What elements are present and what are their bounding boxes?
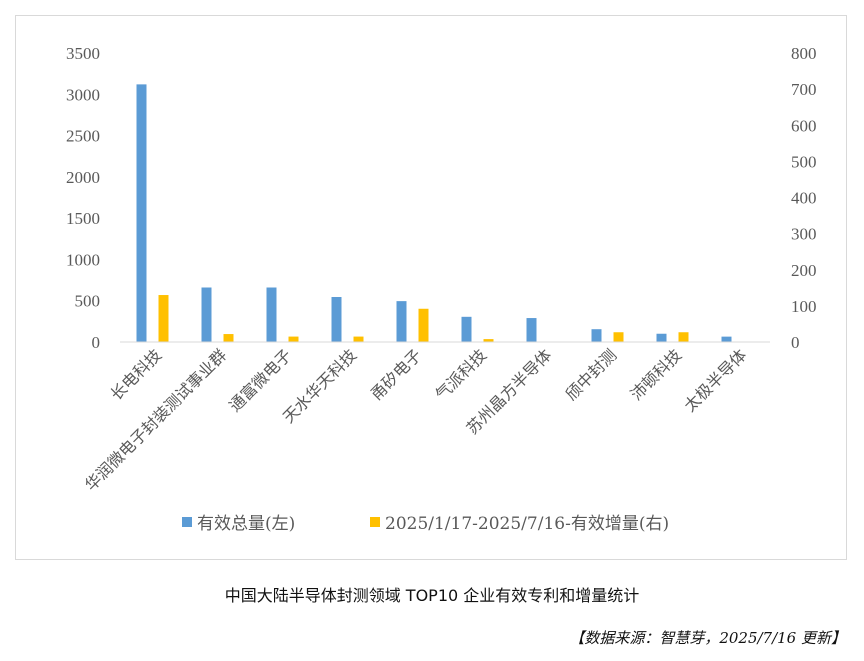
bar-total-5 (461, 316, 472, 342)
left-tick-label: 1500 (66, 209, 100, 228)
bar-increment-8 (678, 332, 689, 342)
right-tick-label: 100 (791, 297, 817, 316)
bar-total-1 (201, 287, 212, 342)
chart-frame (15, 15, 847, 560)
left-tick-label: 0 (92, 333, 101, 352)
bar-total-3 (331, 296, 342, 342)
right-tick-label: 300 (791, 225, 817, 244)
bar-total-7 (591, 329, 602, 342)
legend-label-increment: 2025/1/17-2025/7/16-有效增量(右) (385, 514, 669, 534)
right-tick-label: 700 (791, 80, 817, 99)
bar-increment-4 (418, 308, 429, 342)
left-tick-label: 2500 (66, 127, 100, 146)
category-label: 甬矽电子 (367, 345, 426, 404)
left-tick-label: 500 (75, 292, 101, 311)
category-label: 太极半导体 (680, 345, 750, 415)
bar-increment-5 (483, 339, 494, 342)
right-tick-label: 800 (791, 44, 817, 63)
left-tick-label: 1000 (66, 250, 100, 269)
category-label: 通富微电子 (225, 345, 295, 415)
bar-total-4 (396, 301, 407, 342)
category-label: 长电科技 (107, 345, 166, 404)
right-tick-label: 0 (791, 333, 800, 352)
bar-increment-0 (158, 295, 169, 342)
category-label: 气派科技 (432, 345, 491, 404)
left-tick-label: 2000 (66, 168, 100, 187)
bar-increment-1 (223, 334, 234, 342)
left-tick-label: 3000 (66, 85, 100, 104)
right-tick-label: 200 (791, 261, 817, 280)
chart-caption: 中国大陆半导体封测领域 TOP10 企业有效专利和增量统计 (224, 586, 640, 605)
legend-swatch-increment (370, 517, 380, 527)
category-label: 沛顿科技 (627, 345, 686, 404)
legend-swatch-total (182, 517, 192, 527)
right-tick-label: 600 (791, 116, 817, 135)
chart-svg: 0 500 1000 1500 2000 2500 3000 3500 0 100 200 300 4… (66, 44, 817, 534)
bar-increment-2 (288, 336, 299, 342)
right-tick-label: 500 (791, 152, 817, 171)
source-note: 【数据来源：智慧芽，2025/7/16 更新】 (569, 629, 846, 647)
bar-total-9 (721, 336, 732, 342)
bar-total-6 (526, 318, 537, 342)
legend-label-total: 有效总量(左) (197, 514, 295, 534)
bar-total-8 (656, 333, 667, 342)
bar-increment-3 (353, 336, 364, 342)
right-tick-label: 400 (791, 189, 817, 208)
bar-total-2 (266, 287, 277, 342)
left-tick-label: 3500 (66, 44, 100, 63)
category-label: 颀中封测 (562, 345, 621, 404)
bar-increment-7 (613, 332, 624, 342)
legend: 有效总量(左) 2025/1/17-2025/7/16-有效增量(右) (182, 514, 669, 534)
bar-total-0 (136, 84, 147, 343)
